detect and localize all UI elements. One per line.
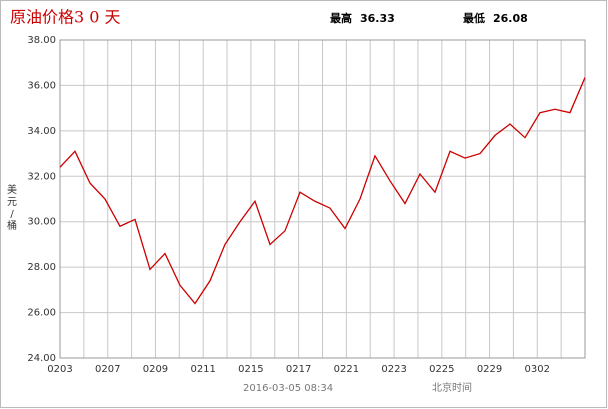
x-tick-label: 0302 <box>525 364 550 375</box>
y-tick-label: 32.00 <box>27 171 56 182</box>
x-tick-label: 0229 <box>477 364 502 375</box>
timestamp: 2016-03-05 08:34 <box>243 383 333 394</box>
x-tick-label: 0207 <box>95 364 120 375</box>
x-tick-label: 0209 <box>143 364 168 375</box>
y-tick-label: 36.00 <box>27 80 56 91</box>
y-axis-label: 美元/桶 <box>7 183 17 232</box>
x-tick-label: 0217 <box>286 364 311 375</box>
low-value: 26.08 <box>493 12 528 25</box>
x-tick-label: 0215 <box>238 364 263 375</box>
x-tick-label: 0225 <box>429 364 454 375</box>
high-label: 最高 <box>330 11 352 25</box>
chart-title: 原油价格3 0 天 <box>10 8 121 27</box>
y-tick-label: 38.00 <box>27 35 56 46</box>
low-label: 最低 <box>463 11 485 25</box>
y-tick-label: 28.00 <box>27 262 56 273</box>
timezone: 北京时间 <box>432 381 472 394</box>
price-line <box>59 77 586 305</box>
x-tick-label: 0211 <box>190 364 215 375</box>
high-value: 36.33 <box>360 12 395 25</box>
plot-border <box>59 39 586 359</box>
y-tick-label: 26.00 <box>27 308 56 319</box>
x-tick-label: 0203 <box>47 364 72 375</box>
x-tick-label: 0223 <box>381 364 406 375</box>
x-tick-label: 0221 <box>334 364 359 375</box>
y-tick-label: 30.00 <box>27 217 56 228</box>
y-tick-label: 34.00 <box>27 126 56 137</box>
y-tick-label: 24.00 <box>27 353 56 364</box>
